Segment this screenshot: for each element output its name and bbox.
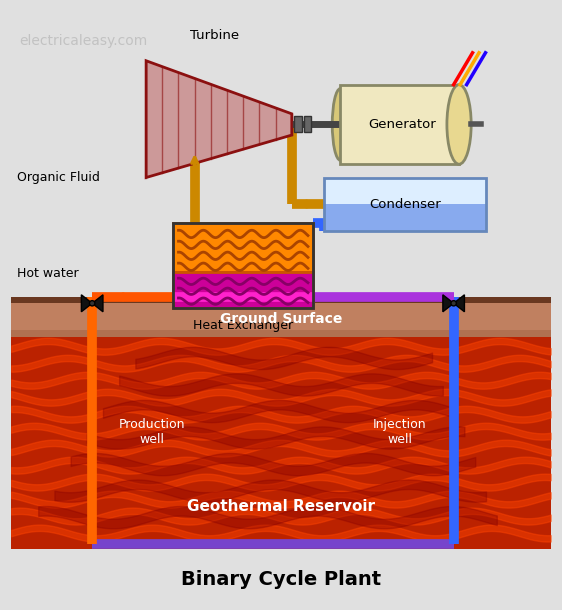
Text: Organic Fluid: Organic Fluid xyxy=(17,171,99,184)
Bar xyxy=(324,204,486,231)
Text: electricaleasy.com: electricaleasy.com xyxy=(19,34,148,48)
Bar xyxy=(11,297,551,337)
Text: Heat Exchanger: Heat Exchanger xyxy=(193,319,293,332)
Bar xyxy=(11,303,551,331)
Text: Condenser: Condenser xyxy=(369,198,441,210)
Text: Generator: Generator xyxy=(369,118,436,131)
Ellipse shape xyxy=(332,88,348,160)
Bar xyxy=(303,117,311,132)
Polygon shape xyxy=(81,295,92,312)
Text: Ground Surface: Ground Surface xyxy=(220,312,342,326)
Polygon shape xyxy=(454,295,464,312)
Bar xyxy=(11,297,551,303)
Text: Binary Cycle Plant: Binary Cycle Plant xyxy=(181,570,381,589)
Bar xyxy=(11,337,551,549)
Circle shape xyxy=(89,301,95,306)
Polygon shape xyxy=(92,295,103,312)
Polygon shape xyxy=(146,61,292,178)
Circle shape xyxy=(451,301,456,306)
Polygon shape xyxy=(443,295,454,312)
Bar xyxy=(294,117,302,132)
Bar xyxy=(173,223,314,307)
Text: Hot water: Hot water xyxy=(17,267,78,279)
Bar xyxy=(324,178,486,204)
FancyBboxPatch shape xyxy=(341,85,459,164)
Text: Injection
well: Injection well xyxy=(373,418,427,447)
Text: Geothermal Reservoir: Geothermal Reservoir xyxy=(187,499,375,514)
Bar xyxy=(173,272,314,307)
Bar xyxy=(173,223,314,272)
Text: Production
well: Production well xyxy=(118,418,185,447)
Bar xyxy=(324,178,486,231)
Ellipse shape xyxy=(447,85,471,164)
Text: Turbine: Turbine xyxy=(190,29,239,42)
